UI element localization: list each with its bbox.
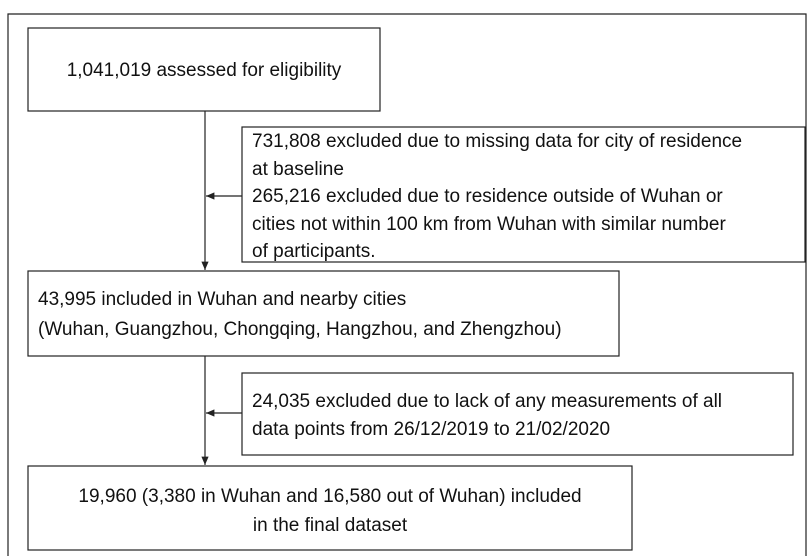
step-box [27,465,633,551]
step-box [27,270,620,357]
exclusion-text: cities not within 100 km from Wuhan with… [252,214,726,235]
exclusion-text: at baseline [252,159,344,180]
exclusion-text: 265,216 excluded due to residence outsid… [252,186,723,207]
exclusion-box [241,372,794,456]
exclusion-text: data points from 26/12/2019 to 21/02/202… [252,419,610,440]
exclusion-text: 731,808 excluded due to missing data for… [252,131,742,152]
step-box [27,27,381,112]
step-text: in the final dataset [253,515,408,536]
exclusion-text: 24,035 excluded due to lack of any measu… [252,391,722,412]
exclusion-box [241,126,806,263]
step-text: 43,995 included in Wuhan and nearby citi… [38,289,406,310]
step-text: 19,960 (3,380 in Wuhan and 16,580 out of… [78,486,581,507]
outer-frame [7,13,807,556]
step-text: (Wuhan, Guangzhou, Chongqing, Hangzhou, … [38,319,562,340]
exclusion-text: of participants. [252,241,376,262]
step-text: 1,041,019 assessed for eligibility [67,60,342,81]
